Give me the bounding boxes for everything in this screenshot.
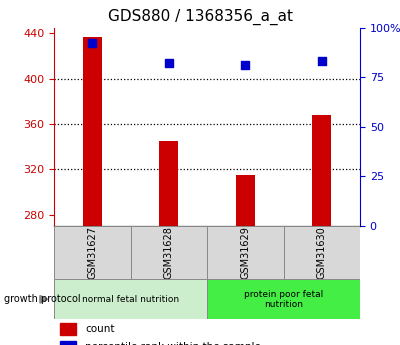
Text: growth protocol: growth protocol xyxy=(4,294,81,304)
Bar xyxy=(83,37,102,226)
Bar xyxy=(159,141,178,226)
Text: GSM31627: GSM31627 xyxy=(87,226,97,279)
Point xyxy=(242,62,248,68)
Bar xyxy=(312,115,331,226)
Text: GSM31630: GSM31630 xyxy=(317,226,327,279)
FancyArrowPatch shape xyxy=(40,296,47,303)
Text: GDS880 / 1368356_a_at: GDS880 / 1368356_a_at xyxy=(108,9,292,25)
Bar xyxy=(207,279,360,319)
Bar xyxy=(54,279,207,319)
Point xyxy=(318,59,325,64)
Bar xyxy=(60,323,76,335)
Bar xyxy=(284,226,360,279)
Bar xyxy=(236,175,255,226)
Bar xyxy=(54,226,130,279)
Point xyxy=(166,60,172,66)
Point xyxy=(89,41,96,46)
Bar xyxy=(60,341,76,345)
Text: percentile rank within the sample: percentile rank within the sample xyxy=(85,342,261,345)
Bar xyxy=(130,226,207,279)
Text: protein poor fetal
nutrition: protein poor fetal nutrition xyxy=(244,289,323,309)
Text: GSM31629: GSM31629 xyxy=(240,226,250,279)
Text: GSM31628: GSM31628 xyxy=(164,226,174,279)
Bar xyxy=(207,226,284,279)
Text: count: count xyxy=(85,324,115,334)
Text: normal fetal nutrition: normal fetal nutrition xyxy=(82,295,179,304)
